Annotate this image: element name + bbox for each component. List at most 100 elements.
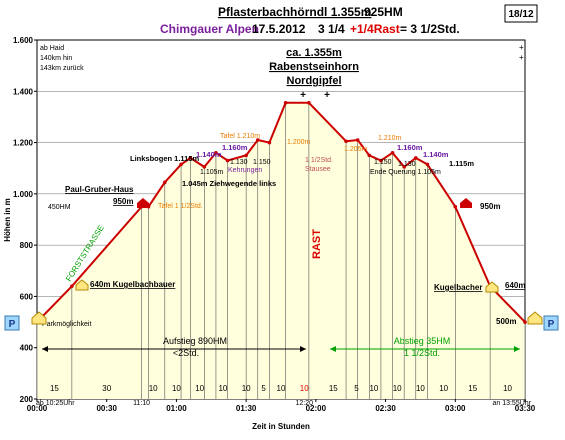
label-500m-right: 500m: [496, 317, 516, 326]
profile-point: [283, 101, 288, 105]
profile-area-fill: [37, 102, 525, 400]
label-1200m: 1.200m: [287, 139, 311, 146]
profile-point: [188, 156, 193, 160]
profile-line: [36, 101, 526, 323]
subtitle-date: 17.5.2012: [252, 22, 306, 36]
label-450hm: 450HM: [48, 204, 71, 211]
x-tick-label: 03:00: [445, 404, 466, 413]
clock-time-label: 12:20: [295, 400, 313, 407]
subtitle-time-rest: +1/4Rast: [350, 22, 400, 36]
segment-duration: 10: [416, 384, 425, 393]
profile-point: [523, 320, 527, 324]
y-tick-label: 1.200: [13, 139, 34, 148]
label-1105m-left: 1.105m: [200, 169, 224, 176]
profile-point: [255, 138, 260, 142]
parking-sign-right: [543, 315, 559, 331]
segment-duration: 15: [329, 384, 338, 393]
hut-icon-kugelbachbauer: [75, 279, 89, 291]
segment-lines: [36, 102, 526, 399]
profile-point: [267, 140, 272, 145]
label-paul-gruber-haus: Paul-Gruber-Haus: [65, 185, 134, 194]
clock-time-label: an 13:55Uhr: [492, 400, 531, 407]
y-tick-label: 600: [20, 292, 34, 301]
label-parkmoeglichkeit: Parkmöglichkeit: [42, 321, 91, 328]
segment-duration: 10: [393, 384, 402, 393]
parking-letter-left: P: [9, 319, 16, 330]
profile-point: [214, 151, 218, 155]
segment-duration: 5: [354, 384, 359, 393]
y-tick-label: 800: [20, 241, 34, 250]
profile-point: [355, 138, 360, 142]
label-1150-right: 1.150: [374, 159, 392, 166]
profile-point: [179, 162, 183, 167]
label-abstieg-time: 1 1/2Std.: [404, 348, 440, 358]
segment-duration: 5: [261, 384, 266, 393]
label-aufstieg: Aufstieg 890HM: [163, 336, 227, 346]
x-tick-label: 03:30: [515, 404, 536, 413]
subtitle-time-walk: 3 1/4: [318, 22, 345, 36]
title-main: Pflasterbachhörndl 1.355m: [218, 5, 371, 19]
legend-line-1: ab Haid: [40, 45, 64, 52]
x-tick-label: 02:30: [375, 404, 396, 413]
segment-duration: 10: [242, 384, 251, 393]
segment-duration: 10: [503, 384, 512, 393]
label-stausee: Stausee: [305, 166, 331, 173]
hut-icon-right-950: [460, 198, 472, 208]
label-tafel-1-12: Tafel 1 1/2Std.: [158, 203, 203, 210]
parking-sign-left: [4, 315, 20, 331]
label-linksbogen: Linksbogen 1.115m: [130, 154, 200, 163]
x-tick-label: 02:00: [306, 404, 327, 413]
label-1115m-right: 1.115m: [449, 159, 474, 168]
aufstieg-arrow-tail: [42, 346, 48, 352]
segment-duration: 15: [50, 384, 59, 393]
segment-duration-labels: 15 30 10 10 10 10 10 5 10 10 15 5 10 10 10 10 15 10: [50, 384, 513, 393]
corner-plus-1: +: [519, 43, 524, 52]
y-tick-label: 1.600: [13, 36, 34, 45]
legend-line-3: 143km zurück: [40, 65, 84, 72]
chart-header: Pflasterbachhörndl 1.355m 925HM Chimgaue…: [160, 4, 538, 36]
label-950m-left: 950m: [113, 197, 133, 206]
segment-duration: 10: [218, 384, 227, 393]
profile-point: [390, 151, 395, 155]
y-tick-label: 1.000: [13, 190, 34, 199]
x-tick-label: 01:00: [166, 404, 187, 413]
abstieg-arrow-tail: [330, 346, 336, 352]
profile-point: [307, 101, 311, 105]
summit-cross-left: +: [300, 90, 306, 101]
axes: 200 400 600 800 1.000 1.200 1.400 1.600 Höhen in…: [3, 36, 536, 431]
sheet-number-box: [504, 4, 538, 23]
profile-point: [244, 153, 248, 158]
x-tick-label: 00:30: [96, 404, 117, 413]
x-tick-label: 00:00: [27, 404, 48, 413]
label-stausee-time: 1 1/2Std.: [305, 157, 333, 164]
label-kugelbacher: Kugelbacher: [434, 283, 482, 292]
label-ende-querung: Ende Querung 1.105m: [370, 169, 441, 176]
label-1130-left: 1.130: [230, 159, 248, 166]
segment-duration: 10: [149, 384, 158, 393]
summit-cross-right: +: [324, 90, 330, 101]
segment-duration: 10: [195, 384, 204, 393]
label-1205m: 1.205m: [344, 146, 368, 153]
profile-point: [379, 158, 383, 163]
label-1140m-left: 1.140m: [196, 150, 222, 159]
clock-time-label: ab 10:25Uhr: [36, 400, 75, 407]
x-tick-label: 01:30: [236, 404, 257, 413]
segment-duration: 10: [277, 384, 286, 393]
title-hm: 925HM: [364, 5, 403, 19]
profile-point: [225, 158, 230, 163]
clock-time-label: 11:10: [133, 400, 150, 407]
profile-point: [402, 165, 406, 169]
y-tick-label: 400: [20, 344, 34, 353]
profile-point: [425, 162, 430, 167]
profile-point: [163, 180, 167, 185]
segment-duration: 15: [468, 384, 477, 393]
profile-point: [70, 284, 74, 288]
subtitle-time-total: = 3 1/2Std.: [400, 22, 460, 36]
y-tick-label: 1.400: [13, 87, 34, 96]
label-rast: RAST: [311, 229, 323, 259]
segment-duration: 10: [172, 384, 181, 393]
direction-arrows: [42, 346, 520, 352]
profile-area: [37, 102, 525, 400]
profile-point: [344, 139, 348, 144]
